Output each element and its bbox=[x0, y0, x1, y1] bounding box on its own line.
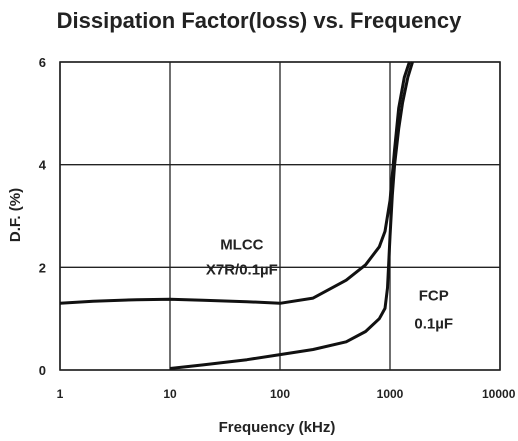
series-annotations: MLCC X7R/0.1µF FCP 0.1µF bbox=[206, 236, 453, 332]
x-tick-label: 10000 bbox=[482, 387, 516, 401]
fcp-label-line: 0.1µF bbox=[414, 316, 453, 333]
series-line-mlcc bbox=[60, 61, 411, 305]
series-lines bbox=[60, 61, 414, 370]
y-axis-label: D.F. (%) bbox=[7, 188, 24, 242]
mlcc-label-line: X7R/0.1µF bbox=[206, 261, 278, 278]
grid bbox=[59, 61, 501, 371]
series-line-fcp bbox=[169, 61, 414, 370]
x-tick-label: 10 bbox=[163, 387, 177, 401]
mlcc-label-line: MLCC bbox=[220, 236, 263, 253]
chart-title: Dissipation Factor(loss) vs. Frequency bbox=[56, 8, 462, 33]
x-tick-label: 1000 bbox=[377, 387, 404, 401]
x-tick-label: 100 bbox=[270, 387, 290, 401]
y-tick-label: 6 bbox=[39, 55, 46, 70]
x-tick-label: 1 bbox=[57, 387, 64, 401]
y-tick-label: 2 bbox=[39, 260, 46, 275]
fcp-label-line: FCP bbox=[419, 288, 449, 305]
plot-frame bbox=[59, 61, 501, 371]
x-axis-label: Frequency (kHz) bbox=[219, 419, 336, 436]
tick-labels: 1 10 100 1000 10000 0 2 4 6 bbox=[39, 55, 516, 401]
y-tick-label: 4 bbox=[39, 158, 47, 173]
y-tick-label: 0 bbox=[39, 363, 46, 378]
